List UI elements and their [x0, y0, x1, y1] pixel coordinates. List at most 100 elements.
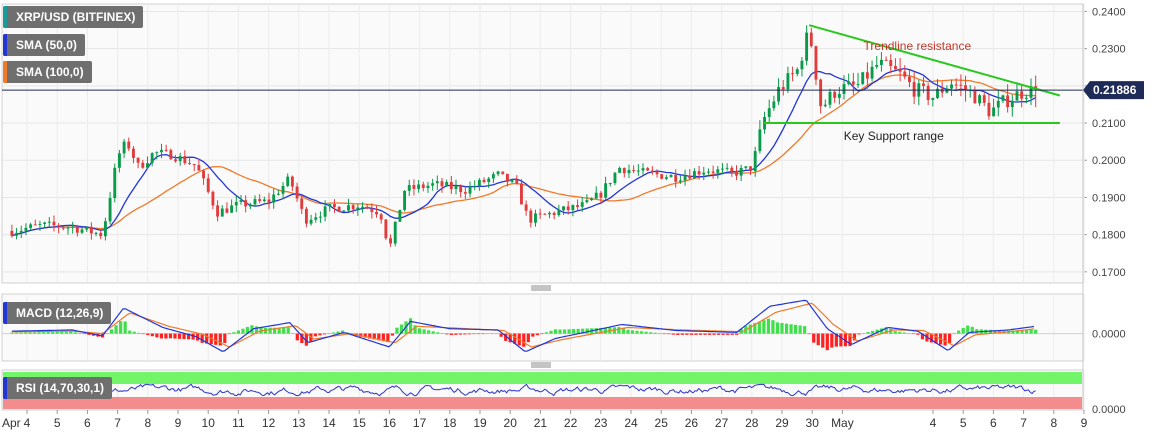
macd-histogram-bar [698, 333, 703, 335]
macd-histogram-bar [291, 333, 295, 334]
macd-histogram-bar [327, 333, 331, 334]
macd-histogram-bar [436, 332, 440, 334]
candle [1006, 84, 1010, 113]
candle-body [585, 200, 589, 203]
candle-body [300, 198, 304, 209]
macd-histogram-bar [395, 327, 399, 334]
candle [286, 173, 290, 188]
candle-body [482, 179, 486, 183]
candle-body [225, 208, 229, 213]
macd-histogram-bar [46, 332, 50, 334]
candle-body [739, 167, 743, 176]
candle-body [875, 64, 879, 67]
instrument-tag[interactable]: XRP/USD (BITFINEX) [3, 6, 144, 28]
candle-body [781, 87, 785, 90]
macd-histogram-bar [934, 333, 938, 344]
macd-histogram-bar [150, 333, 154, 337]
trendline-annotation: Trendline resistance [864, 39, 972, 53]
candle-body [230, 205, 234, 213]
rsi-tag[interactable]: RSI (14,70,30,1) [3, 377, 113, 399]
macd-histogram-bar [28, 332, 32, 334]
candle-body [884, 59, 888, 61]
candle [716, 165, 720, 179]
candle-body [562, 206, 565, 211]
candle [393, 221, 397, 247]
candle-body [267, 199, 271, 203]
macd-histogram-bar [798, 325, 802, 334]
candle [912, 72, 916, 105]
candle [538, 208, 542, 219]
candle [370, 203, 374, 219]
panel-resize-handle[interactable] [531, 362, 551, 368]
macd-histogram-bar [186, 333, 191, 340]
candle [272, 188, 276, 209]
candle-body [898, 69, 902, 72]
price-tick-label: 0.1800 [1092, 230, 1126, 242]
last-price-tag-bg [1083, 81, 1144, 100]
time-tick-label: 24 [624, 416, 638, 430]
macd-histogram-bar [137, 332, 141, 334]
candle-body [912, 82, 916, 97]
time-tick-label: Apr [2, 416, 21, 430]
candle [234, 196, 238, 213]
candle [57, 223, 61, 234]
candle [160, 143, 163, 159]
candle [632, 165, 636, 174]
sma50-tag[interactable]: SMA (50,0) [3, 34, 85, 56]
candle-body [347, 205, 350, 211]
sma100-swatch [3, 61, 7, 83]
candle-body [735, 170, 738, 176]
candle-body [725, 167, 729, 169]
candle-body [234, 201, 238, 206]
candle [253, 195, 257, 207]
candle-body [384, 219, 388, 239]
price-tick-label: 0.1700 [1092, 267, 1126, 279]
instrument-swatch [3, 6, 7, 28]
macd-histogram-bar [146, 333, 150, 336]
candle [117, 149, 121, 173]
candle [314, 212, 318, 223]
macd-histogram-bar [422, 329, 426, 334]
macd-histogram-bar [51, 331, 55, 334]
candle [281, 182, 285, 199]
candle [445, 179, 449, 187]
macd-histogram-bar [775, 322, 780, 334]
macd-histogram-bar [793, 324, 798, 334]
candle-body [132, 148, 135, 158]
candle-body [136, 157, 140, 163]
macd-histogram-bar [105, 333, 109, 334]
sma100-tag[interactable]: SMA (100,0) [3, 61, 92, 83]
panel-resize-handle[interactable] [531, 285, 551, 291]
trendline-resistance [808, 24, 1061, 97]
candle-body [108, 198, 112, 222]
time-tick-label: May [831, 416, 854, 430]
macd-histogram-bar [14, 332, 19, 334]
macd-tag[interactable]: MACD (12,26,9) [3, 302, 112, 324]
candle-body [520, 183, 523, 205]
macd-histogram-bar [245, 326, 250, 334]
candle [865, 62, 869, 89]
candle-body [487, 178, 491, 183]
macd-histogram-bar [119, 321, 123, 334]
macd-histogram-bar [218, 333, 222, 346]
macd-histogram-bar [318, 333, 322, 336]
candle [188, 157, 191, 165]
macd-histogram-bar [653, 332, 657, 334]
candle [43, 221, 47, 228]
macd-histogram-bar [970, 326, 974, 334]
candle [562, 206, 565, 215]
macd-histogram-bar [952, 333, 956, 334]
candle [725, 163, 729, 171]
macd-histogram-bar [223, 333, 227, 343]
macd-histogram-bar [304, 333, 308, 346]
candle-body [618, 168, 622, 173]
candle-body [538, 213, 542, 215]
macd-histogram-bar [214, 333, 218, 345]
candle-body [893, 66, 897, 70]
candle [361, 202, 364, 213]
candle-body [501, 171, 505, 174]
candle-body [403, 190, 407, 210]
candle [833, 89, 837, 103]
candle-body [248, 204, 252, 207]
